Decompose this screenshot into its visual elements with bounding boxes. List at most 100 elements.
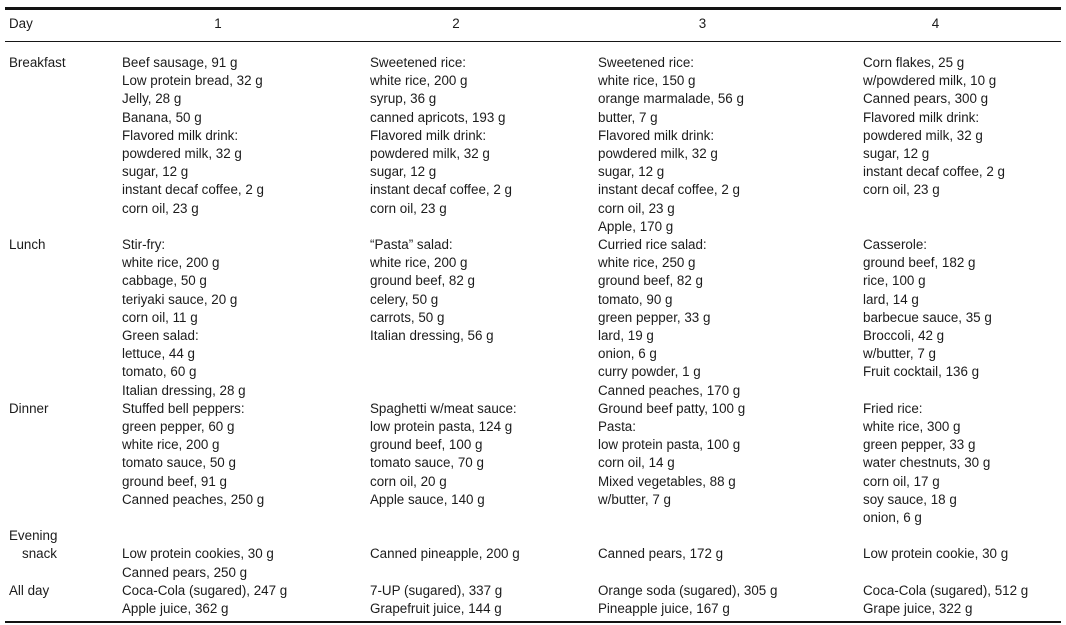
- menu-item: carrots, 50 g: [370, 309, 445, 325]
- menu-item: teriyaki sauce, 20 g: [122, 291, 238, 307]
- menu-item: corn oil, 23 g: [370, 200, 447, 216]
- menu-item: corn oil, 20 g: [370, 473, 447, 489]
- menu-item: Italian dressing, 56 g: [370, 328, 494, 344]
- menu-item: Canned pears, 300 g: [863, 91, 989, 107]
- menu-item: w/butter, 7 g: [863, 346, 936, 362]
- menu-item: low protein pasta, 100 g: [598, 437, 741, 453]
- menu-item: instant decaf coffee, 2 g: [598, 182, 740, 198]
- menu-item: cabbage, 50 g: [122, 273, 207, 289]
- cell-breakfast-day1: Beef sausage, 91 g Low protein bread, 32 …: [119, 42, 367, 237]
- cell-evening-snack-day2: Canned pineapple, 200 g: [367, 527, 595, 582]
- menu-item: Flavored milk drink:: [863, 109, 980, 125]
- menu-item: Apple, 170 g: [598, 218, 674, 234]
- row-label-all-day: All day: [5, 582, 119, 622]
- menu-item: lard, 14 g: [863, 291, 919, 307]
- menu-item: Ground beef patty, 100 g: [598, 400, 746, 416]
- menu-item: white rice, 300 g: [863, 419, 961, 435]
- row-label-breakfast: Breakfast: [5, 42, 119, 237]
- menu-item: Apple juice, 362 g: [122, 601, 229, 617]
- cell-breakfast-day3: Sweetened rice: white rice, 150 g orange m…: [595, 42, 860, 237]
- row-label-line: Breakfast: [9, 55, 66, 70]
- meal-row-all-day: All day Coca-Cola (sugared), 247 g Apple j…: [5, 582, 1061, 622]
- row-label-line: Dinner: [9, 400, 49, 416]
- header-day-2: 2: [367, 8, 595, 42]
- menu-item: orange marmalade, 56 g: [598, 91, 744, 107]
- menu-item: Apple sauce, 140 g: [370, 491, 485, 507]
- menu-item: white rice, 200 g: [370, 255, 468, 271]
- menu-item: Green salad:: [122, 328, 199, 344]
- menu-item: Stuffed bell peppers:: [122, 400, 245, 416]
- menu-item: “Pasta” salad:: [370, 237, 453, 253]
- header-row: Day 1 2 3 4: [5, 8, 1061, 42]
- menu-item: corn oil, 23 g: [122, 200, 199, 216]
- menu-item: sugar, 12 g: [370, 164, 437, 180]
- menu-item: ground beef, 82 g: [598, 273, 703, 289]
- cell-evening-snack-day3: Canned pears, 172 g: [595, 527, 860, 582]
- menu-item: Corn flakes, 25 g: [863, 55, 965, 70]
- menu-item: Fried rice:: [863, 400, 923, 416]
- menu-item: syrup, 36 g: [370, 91, 437, 107]
- menu-item: Curried rice salad:: [598, 237, 707, 253]
- menu-item: instant decaf coffee, 2 g: [863, 164, 1005, 180]
- menu-item: Grape juice, 322 g: [863, 601, 973, 617]
- cell-lunch-day4: Casserole: ground beef, 182 g rice, 100 g l…: [860, 236, 1061, 400]
- cell-lunch-day3: Curried rice salad: white rice, 250 g grou…: [595, 236, 860, 400]
- menu-item: powdered milk, 32 g: [598, 146, 718, 162]
- row-label-evening-snack: Evening snack: [5, 527, 119, 582]
- menu-item: celery, 50 g: [370, 291, 439, 307]
- menu-item: Italian dressing, 28 g: [122, 382, 246, 398]
- cell-breakfast-day4: Corn flakes, 25 g w/powdered milk, 10 g Ca…: [860, 42, 1061, 237]
- menu-item: ground beef, 82 g: [370, 273, 475, 289]
- menu-item: Canned peaches, 250 g: [122, 491, 265, 507]
- cell-dinner-day2: Spaghetti w/meat sauce: low protein pasta…: [367, 400, 595, 527]
- header-day-4: 4: [860, 8, 1061, 42]
- menu-item: Orange soda (sugared), 305 g: [598, 582, 778, 598]
- menu-item: Canned pineapple, 200 g: [370, 546, 520, 562]
- menu-item: tomato sauce, 70 g: [370, 455, 484, 471]
- cell-lunch-day1: Stir-fry: white rice, 200 g cabbage, 50 g t…: [119, 236, 367, 400]
- menu-item: Fruit cocktail, 136 g: [863, 364, 980, 380]
- menu-item: Casserole:: [863, 237, 928, 253]
- menu-item: green pepper, 33 g: [598, 309, 711, 325]
- header-day-3: 3: [595, 8, 860, 42]
- menu-item: water chestnuts, 30 g: [863, 455, 991, 471]
- menu-item: Canned pears, 250 g: [122, 564, 248, 580]
- menu-item: ground beef, 182 g: [863, 255, 976, 271]
- menu-item: green pepper, 33 g: [863, 437, 976, 453]
- cell-evening-snack-day1: Low protein cookies, 30 g Canned pears, 2…: [119, 527, 367, 582]
- menu-item: powdered milk, 32 g: [122, 146, 242, 162]
- menu-item: Pasta:: [598, 419, 636, 435]
- menu-item: Low protein bread, 32 g: [122, 73, 263, 89]
- menu-item: w/butter, 7 g: [598, 491, 671, 507]
- menu-item: Jelly, 28 g: [122, 91, 182, 107]
- menu-item: onion, 6 g: [598, 346, 657, 362]
- cell-dinner-day4: Fried rice: white rice, 300 g green pepper…: [860, 400, 1061, 527]
- diet-table-header: Day 1 2 3 4: [5, 8, 1061, 42]
- menu-item: tomato, 90 g: [598, 291, 673, 307]
- menu-item: Coca-Cola (sugared), 247 g: [122, 582, 288, 598]
- cell-dinner-day3: Ground beef patty, 100 g Pasta: low protei…: [595, 400, 860, 527]
- row-label-line: Evening: [9, 528, 58, 544]
- cell-all-day-day4: Coca-Cola (sugared), 512 g Grape juice, 3…: [860, 582, 1061, 622]
- row-label-dinner: Dinner: [5, 400, 119, 527]
- cell-all-day-day2: 7-UP (sugared), 337 g Grapefruit juice, 1…: [367, 582, 595, 622]
- diet-table-body: Breakfast Beef sausage, 91 g Low protein b…: [5, 42, 1061, 623]
- menu-item: instant decaf coffee, 2 g: [370, 182, 512, 198]
- header-day-label: Day: [5, 8, 119, 42]
- menu-item: powdered milk, 32 g: [370, 146, 490, 162]
- meal-row-evening-snack: Evening snack Low protein cookies, 30 g Can…: [5, 527, 1061, 582]
- cell-all-day-day1: Coca-Cola (sugared), 247 g Apple juice, 3…: [119, 582, 367, 622]
- cell-evening-snack-day4: Low protein cookie, 30 g: [860, 527, 1061, 582]
- menu-item: barbecue sauce, 35 g: [863, 309, 992, 325]
- menu-item: corn oil, 23 g: [598, 200, 675, 216]
- menu-item: sugar, 12 g: [122, 164, 189, 180]
- meal-row-lunch: Lunch Stir-fry: white rice, 200 g cabbage, …: [5, 236, 1061, 400]
- row-label-line: snack: [22, 546, 57, 562]
- row-label-lunch: Lunch: [5, 236, 119, 400]
- row-label-line: All day: [9, 582, 50, 598]
- menu-item: Banana, 50 g: [122, 109, 202, 125]
- menu-item: white rice, 150 g: [598, 73, 696, 89]
- menu-item: white rice, 200 g: [122, 437, 220, 453]
- menu-item: sugar, 12 g: [598, 164, 665, 180]
